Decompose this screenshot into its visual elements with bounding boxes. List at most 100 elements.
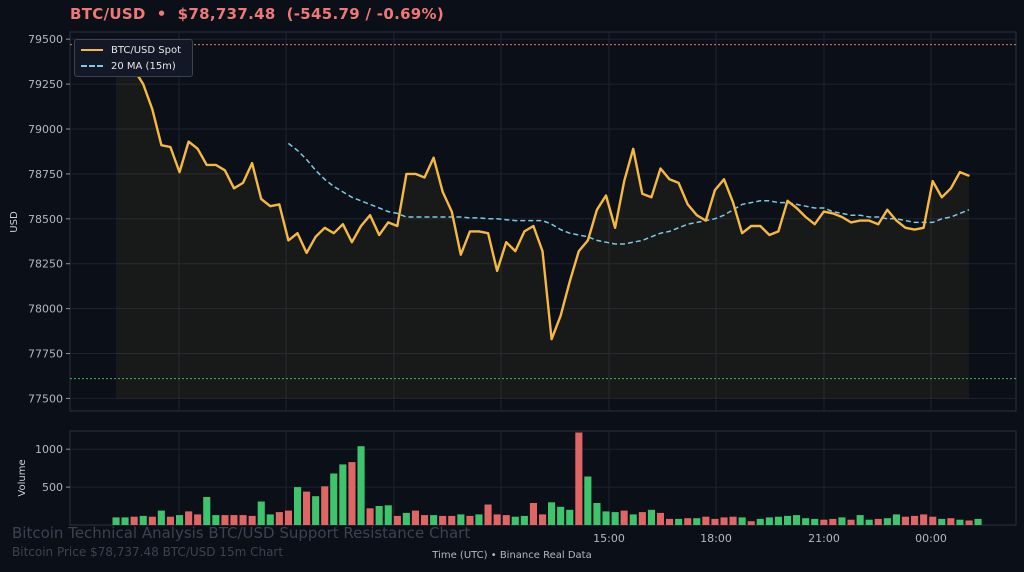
price-point xyxy=(405,173,408,175)
price-point xyxy=(296,232,299,234)
volume-bar xyxy=(820,519,828,525)
price-point xyxy=(432,156,435,159)
price-point xyxy=(514,250,517,252)
volume-bar xyxy=(738,517,746,525)
volume-bar xyxy=(366,508,374,525)
volume-panel-frame xyxy=(69,430,1017,526)
volume-bar xyxy=(294,487,302,525)
price-ylabel: USD xyxy=(9,211,20,233)
x-axis-caption: Time (UTC) • Binance Real Data xyxy=(432,550,592,561)
volume-bar xyxy=(239,515,247,525)
volume-bar xyxy=(230,515,238,525)
volume-bar xyxy=(176,515,184,525)
price-point xyxy=(251,162,253,164)
price-point xyxy=(224,169,226,172)
price-point xyxy=(859,219,861,222)
price-ytick-label: 79500 xyxy=(28,33,63,46)
volume-ytick-label: 500 xyxy=(42,481,63,494)
price-point xyxy=(287,239,290,242)
volume-bar xyxy=(575,432,583,525)
price-point xyxy=(269,205,272,207)
volume-bar xyxy=(974,518,982,525)
volume-bar xyxy=(312,496,320,525)
volume-bar xyxy=(348,462,356,525)
volume-bar xyxy=(602,511,610,525)
price-point xyxy=(333,232,335,234)
volume-bar xyxy=(793,515,801,525)
x-tick-label: 00:00 xyxy=(915,532,947,545)
price-point xyxy=(931,180,934,182)
price-point xyxy=(532,225,535,227)
volume-bar xyxy=(647,509,655,525)
volume-bar xyxy=(593,503,601,525)
price-header: BTC/USD • $78,737.48 (-545.79 / -0.69%) xyxy=(70,5,444,23)
price-point xyxy=(541,250,544,252)
volume-bar xyxy=(166,516,174,525)
price-point xyxy=(614,227,616,229)
price-point xyxy=(895,219,898,222)
volume-ylabel: Volume xyxy=(17,459,28,496)
price-point xyxy=(832,212,834,215)
price-point xyxy=(623,180,625,182)
volume-bar xyxy=(457,514,465,525)
price-point xyxy=(696,214,698,216)
price-point xyxy=(777,230,780,233)
volume-bar xyxy=(874,518,882,525)
volume-bar xyxy=(620,510,628,525)
price-point xyxy=(260,198,263,200)
volume-bar xyxy=(675,518,683,525)
price-ytick-label: 79250 xyxy=(28,78,63,91)
price-ytick-label: 78250 xyxy=(28,258,63,271)
price-point xyxy=(641,192,644,195)
price-point xyxy=(487,232,489,234)
price-point xyxy=(941,196,943,199)
volume-bar xyxy=(666,518,674,525)
volume-bar xyxy=(402,512,410,525)
volume-bar xyxy=(557,506,565,525)
volume-bar xyxy=(284,510,292,525)
volume-bar xyxy=(693,518,701,525)
volume-bar xyxy=(838,517,846,525)
volume-bar xyxy=(520,515,528,525)
price-point xyxy=(813,223,816,225)
price-area-fill xyxy=(116,57,969,399)
volume-bar xyxy=(548,502,556,525)
price-ytick-label: 79000 xyxy=(28,123,63,136)
legend-label-spot: BTC/USD Spot xyxy=(111,44,182,56)
volume-bar xyxy=(511,516,519,525)
price-point xyxy=(423,176,426,179)
volume-bar xyxy=(493,514,501,525)
price-point xyxy=(959,171,961,173)
volume-bar xyxy=(130,516,138,525)
price-point xyxy=(323,227,326,229)
price-point xyxy=(904,227,907,229)
price-point xyxy=(922,227,925,229)
volume-bar xyxy=(747,521,755,525)
volume-bar xyxy=(139,515,147,525)
volume-bar xyxy=(475,514,483,525)
price-point xyxy=(142,83,144,85)
price-point xyxy=(659,167,662,170)
volume-bar xyxy=(502,515,510,525)
price-point xyxy=(550,338,553,341)
price-point xyxy=(441,191,444,193)
volume-bar xyxy=(466,515,474,525)
volume-bar xyxy=(883,518,891,525)
volume-panel: 500 1000 Volume 15:00 18:00 21:00 00:00 xyxy=(17,430,1017,545)
volume-bar xyxy=(929,516,937,525)
volume-bar xyxy=(729,516,737,525)
price-point xyxy=(795,207,798,209)
volume-bar xyxy=(221,515,229,525)
price-point xyxy=(877,223,880,225)
volume-bar xyxy=(257,501,265,525)
price-panel: 77500 77750 78000 78250 78500 78750 79000 79250… xyxy=(9,31,1017,412)
price-point xyxy=(559,315,562,317)
volume-bar xyxy=(911,515,919,525)
price-point xyxy=(650,196,653,199)
volume-bar xyxy=(212,515,220,525)
watermark-title: Bitcoin Technical Analysis BTC/USD Suppo… xyxy=(12,524,471,542)
volume-bar xyxy=(194,514,202,525)
price-point xyxy=(578,250,580,252)
volume-bar xyxy=(529,503,537,525)
